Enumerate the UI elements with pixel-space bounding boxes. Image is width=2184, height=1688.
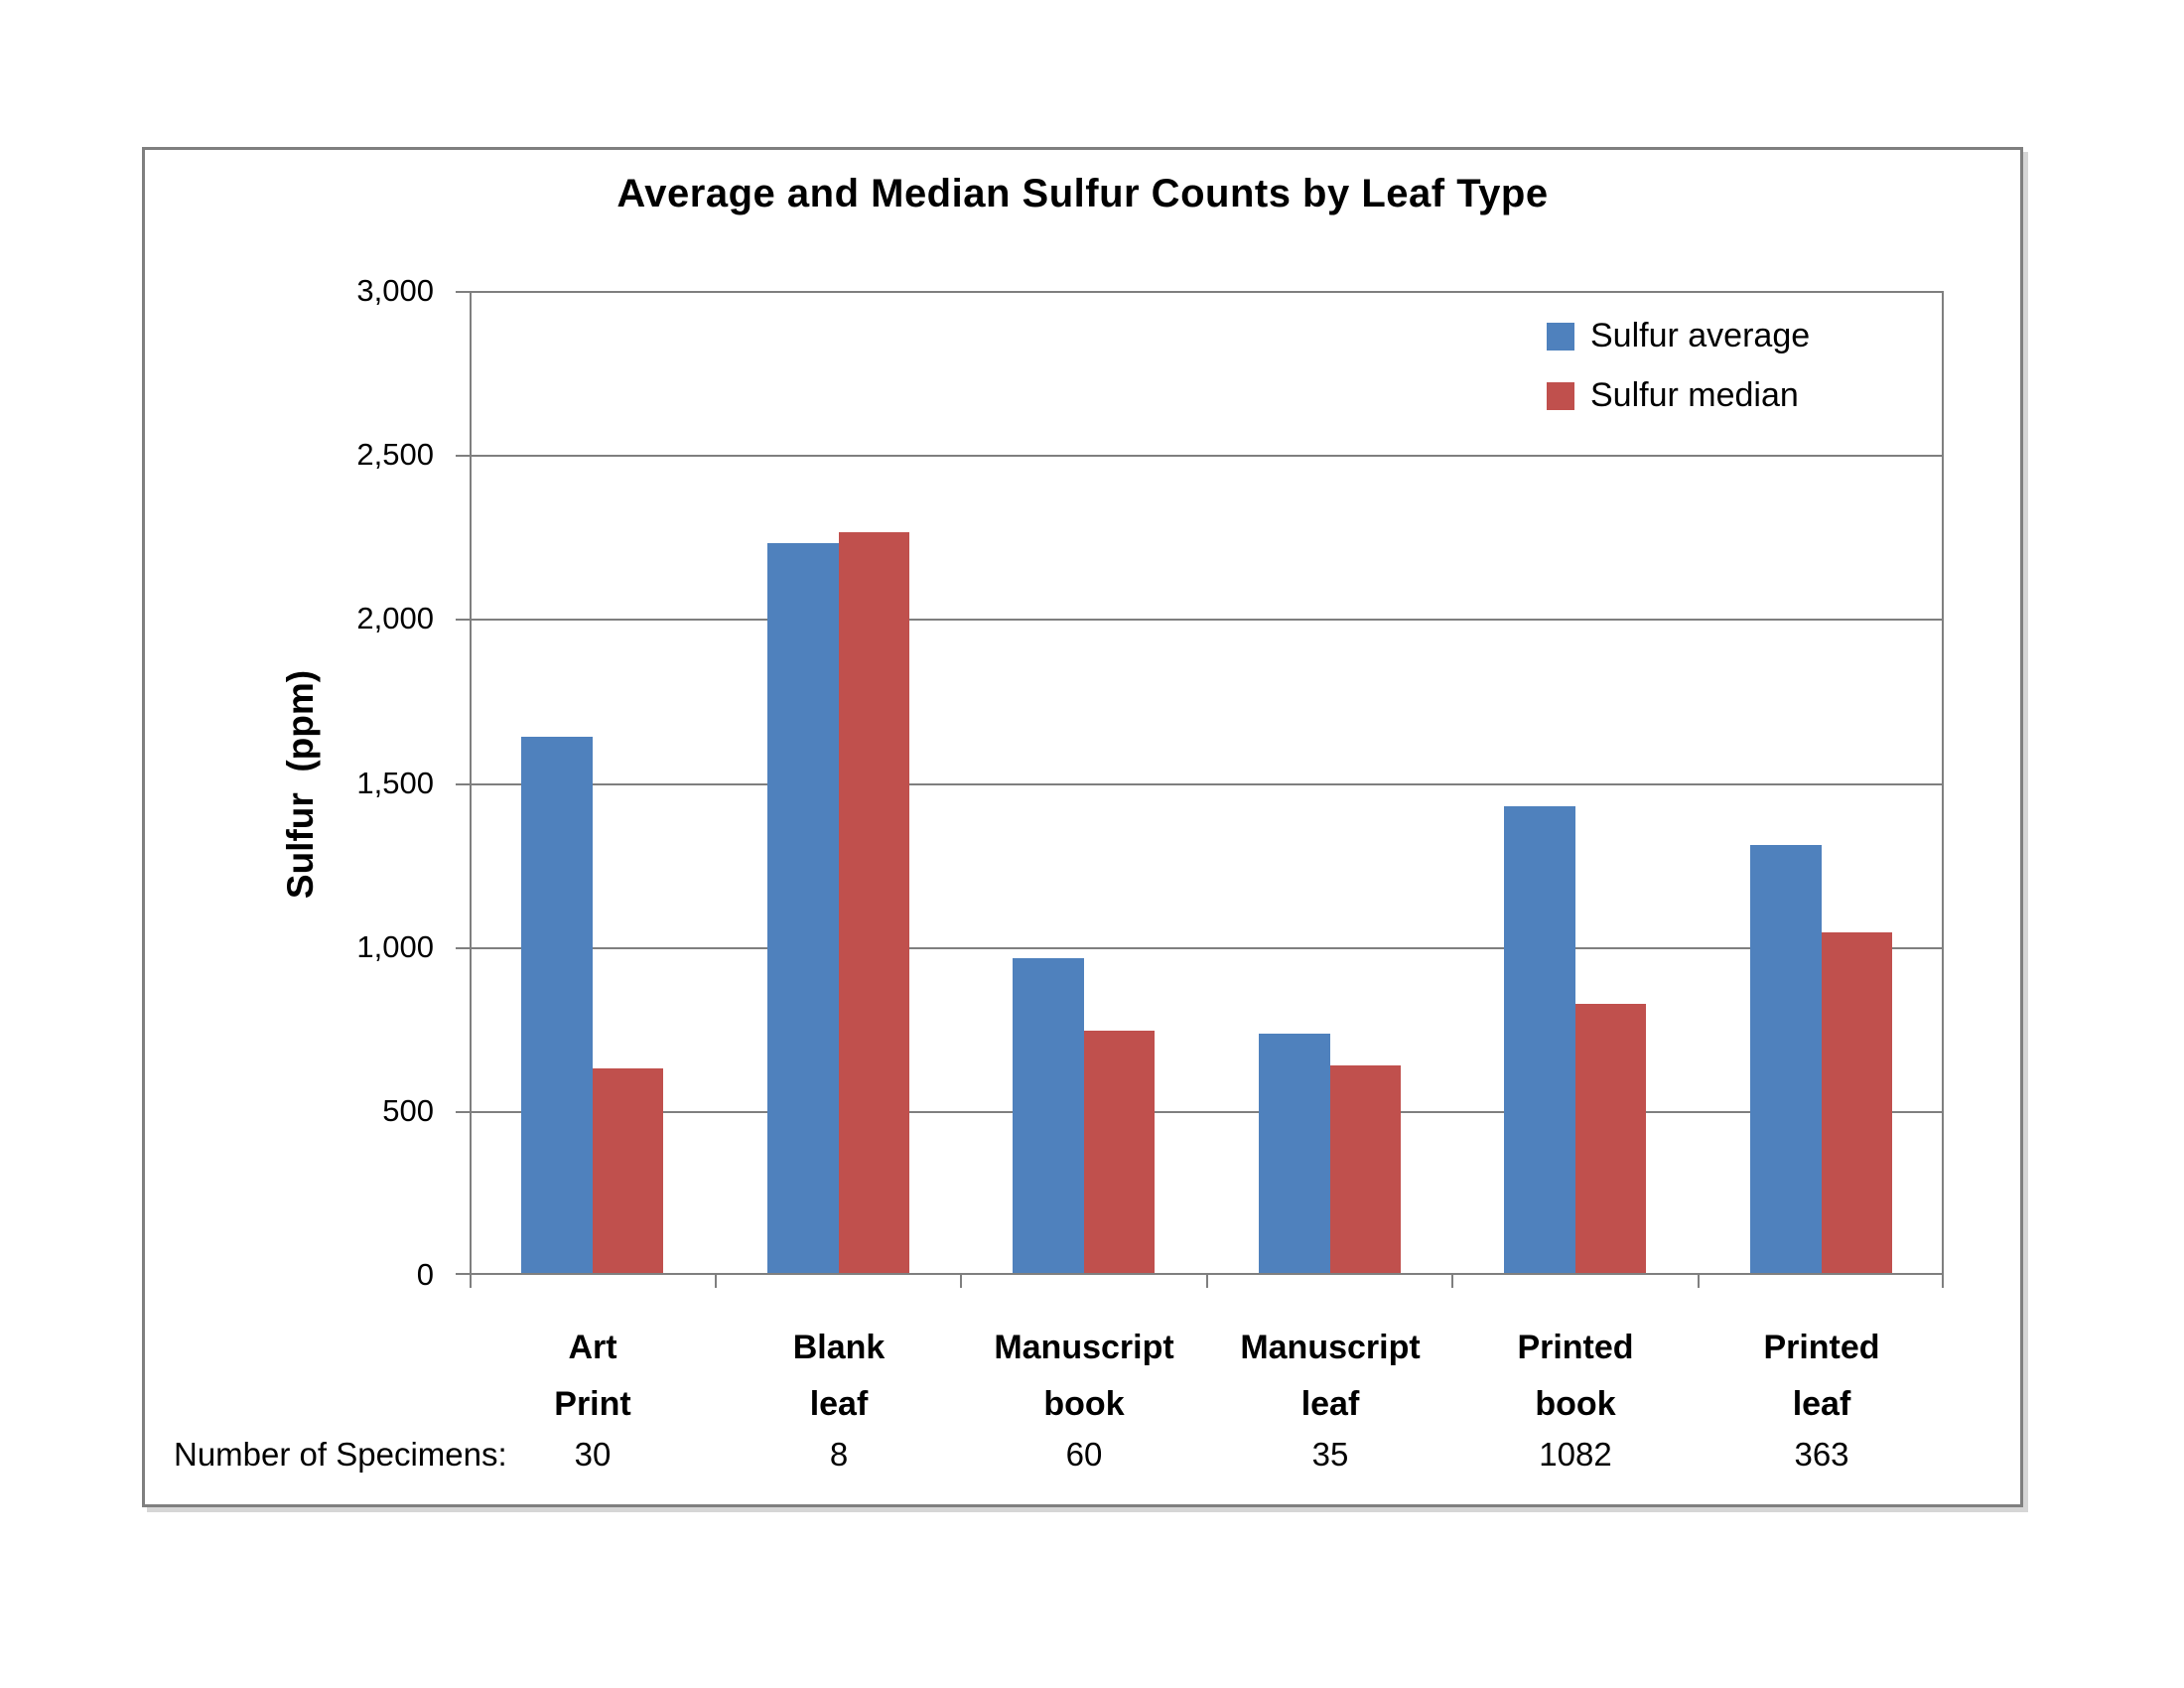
chart-area: Average and Median Sulfur Counts by Leaf… bbox=[142, 147, 2023, 1507]
y-axis-tick bbox=[456, 1273, 470, 1275]
y-axis-tick-label: 1,500 bbox=[356, 766, 434, 800]
bar-average-5 bbox=[1750, 845, 1822, 1275]
bar-median-2 bbox=[1084, 1031, 1155, 1275]
legend-swatch-icon bbox=[1547, 322, 1574, 351]
x-axis-tick bbox=[960, 1275, 962, 1288]
y-axis-tick bbox=[456, 1111, 470, 1113]
specimens-row-label: Number of Specimens: bbox=[174, 1436, 507, 1473]
gridline bbox=[470, 619, 1944, 621]
x-axis-tick bbox=[1942, 1275, 1944, 1288]
category-label-line: Manuscript bbox=[1240, 1329, 1421, 1366]
specimen-count-1: 8 bbox=[829, 1436, 849, 1473]
gridline bbox=[470, 947, 1944, 949]
bar-median-4 bbox=[1575, 1004, 1646, 1275]
category-label-1: Blank leaf bbox=[716, 1320, 962, 1433]
category-label-line: Print bbox=[554, 1385, 631, 1423]
legend-label: Sulfur average bbox=[1590, 317, 1811, 354]
y-axis-tick-label: 3,000 bbox=[356, 273, 434, 308]
category-label-4: Printed book bbox=[1452, 1320, 1699, 1433]
category-label-5: Printed leaf bbox=[1699, 1320, 1945, 1433]
plot-right-border bbox=[1942, 291, 1944, 1275]
bar-average-2 bbox=[1013, 958, 1084, 1275]
x-axis-tick bbox=[470, 1275, 472, 1288]
specimen-count-2: 60 bbox=[1065, 1436, 1103, 1473]
category-label-line: Printed bbox=[1517, 1329, 1634, 1366]
bar-average-0 bbox=[521, 737, 593, 1275]
bar-median-1 bbox=[839, 532, 909, 1275]
legend-label: Sulfur median bbox=[1590, 376, 1799, 414]
x-axis-tick bbox=[715, 1275, 717, 1288]
category-label-3: Manuscript leaf bbox=[1207, 1320, 1453, 1433]
gridline bbox=[470, 455, 1944, 457]
bar-median-5 bbox=[1822, 932, 1892, 1275]
bar-average-3 bbox=[1259, 1034, 1330, 1275]
bar-average-4 bbox=[1504, 806, 1575, 1275]
y-axis-tick bbox=[456, 291, 470, 293]
category-label-0: Art Print bbox=[470, 1320, 716, 1433]
gridline bbox=[470, 1273, 1944, 1275]
bar-average-1 bbox=[767, 543, 839, 1275]
gridline bbox=[470, 291, 1944, 293]
y-axis-tick bbox=[456, 783, 470, 785]
y-axis-line bbox=[470, 291, 472, 1275]
category-label-2: Manuscript book bbox=[961, 1320, 1207, 1433]
specimen-count-0: 30 bbox=[574, 1436, 612, 1473]
y-axis-tick bbox=[456, 947, 470, 949]
x-axis-tick bbox=[1206, 1275, 1208, 1288]
y-axis-tick-label: 1,000 bbox=[356, 929, 434, 964]
y-axis-tick-label: 500 bbox=[382, 1093, 434, 1128]
bar-median-0 bbox=[593, 1068, 663, 1275]
legend: Sulfur average Sulfur median bbox=[1547, 317, 1810, 436]
specimen-count-3: 35 bbox=[1311, 1436, 1349, 1473]
gridline bbox=[470, 1111, 1944, 1113]
legend-item-1: Sulfur median bbox=[1547, 376, 1810, 415]
x-axis-tick bbox=[1451, 1275, 1453, 1288]
category-label-line: leaf bbox=[809, 1385, 869, 1423]
chart-title: Average and Median Sulfur Counts by Leaf… bbox=[616, 172, 1549, 215]
legend-swatch-icon bbox=[1547, 381, 1574, 410]
category-label-line: Art bbox=[568, 1329, 617, 1366]
y-axis-tick bbox=[456, 455, 470, 457]
category-label-line: Manuscript bbox=[994, 1329, 1174, 1366]
bar-median-3 bbox=[1330, 1065, 1401, 1275]
category-label-line: book bbox=[1043, 1385, 1125, 1423]
y-axis-tick-label: 2,500 bbox=[356, 437, 434, 472]
gridline bbox=[470, 783, 1944, 785]
specimen-count-4: 1082 bbox=[1539, 1436, 1612, 1473]
specimen-count-5: 363 bbox=[1794, 1436, 1849, 1473]
y-axis-tick bbox=[456, 619, 470, 621]
category-label-line: Printed bbox=[1763, 1329, 1880, 1366]
category-label-line: leaf bbox=[1300, 1385, 1360, 1423]
y-axis-tick-label: 0 bbox=[416, 1257, 434, 1292]
category-label-line: book bbox=[1535, 1385, 1616, 1423]
category-label-line: leaf bbox=[1792, 1385, 1851, 1423]
plot-area: Sulfur (ppm) Sulfur average Sulfur median… bbox=[174, 273, 1944, 1473]
legend-item-0: Sulfur average bbox=[1547, 317, 1810, 355]
y-axis-tick-label: 2,000 bbox=[356, 601, 434, 635]
category-label-line: Blank bbox=[792, 1329, 886, 1366]
x-axis-tick bbox=[1698, 1275, 1700, 1288]
